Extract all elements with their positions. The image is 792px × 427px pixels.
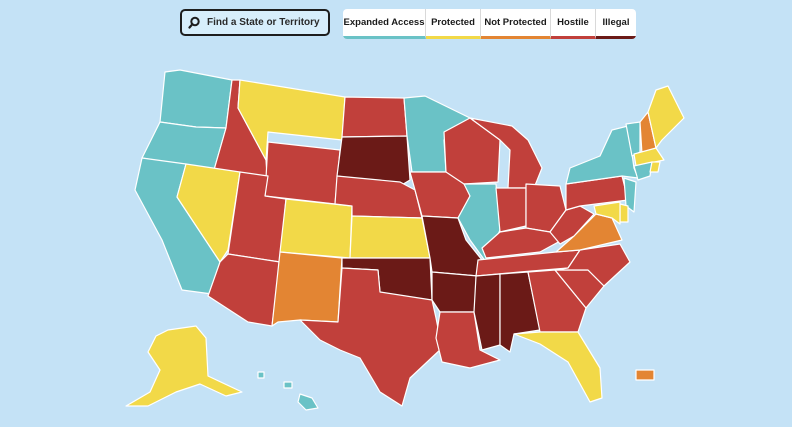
state-texas[interactable]: [299, 267, 443, 407]
state-kansas[interactable]: [349, 215, 431, 259]
state-washington[interactable]: [159, 69, 233, 129]
state-alaska[interactable]: [125, 325, 243, 407]
state-search-input[interactable]: [207, 17, 325, 28]
legend-hostile[interactable]: Hostile: [551, 9, 596, 39]
state-indiana[interactable]: [495, 187, 527, 233]
state-arizona[interactable]: [207, 253, 281, 327]
legend-label: Expanded Access: [343, 17, 425, 28]
state-mississippi[interactable]: [473, 273, 501, 351]
state-wyoming[interactable]: [264, 141, 341, 205]
legend-not-protected[interactable]: Not Protected: [481, 9, 551, 39]
territory-puerto-rico[interactable]: [635, 369, 655, 381]
legend-expanded-access[interactable]: Expanded Access: [343, 9, 426, 39]
legend-label: Hostile: [557, 17, 589, 28]
state-search[interactable]: [180, 9, 330, 36]
state-delaware[interactable]: [619, 203, 629, 223]
legend-label: Illegal: [602, 17, 630, 28]
state-nevada[interactable]: [176, 163, 241, 263]
state-maine[interactable]: [647, 85, 685, 149]
state-hawaii[interactable]: [257, 371, 319, 411]
legend-protected[interactable]: Protected: [426, 9, 481, 39]
state-florida[interactable]: [513, 331, 603, 403]
status-legend: Expanded Access Protected Not Protected …: [343, 9, 636, 39]
state-new-jersey[interactable]: [623, 177, 637, 213]
state-new-mexico[interactable]: [271, 251, 343, 327]
state-colorado[interactable]: [279, 198, 353, 259]
state-rhode-island[interactable]: [649, 161, 661, 173]
state-north-dakota[interactable]: [341, 96, 408, 138]
state-connecticut[interactable]: [633, 161, 653, 181]
legend-label: Not Protected: [484, 17, 547, 28]
search-icon: [188, 16, 200, 29]
state-new-york[interactable]: [565, 125, 639, 185]
state-south-dakota[interactable]: [336, 135, 411, 187]
state-georgia[interactable]: [527, 269, 587, 333]
state-arkansas[interactable]: [431, 271, 479, 313]
legend-illegal[interactable]: Illegal: [596, 9, 636, 39]
state-maryland[interactable]: [593, 201, 621, 225]
legend-label: Protected: [431, 17, 475, 28]
